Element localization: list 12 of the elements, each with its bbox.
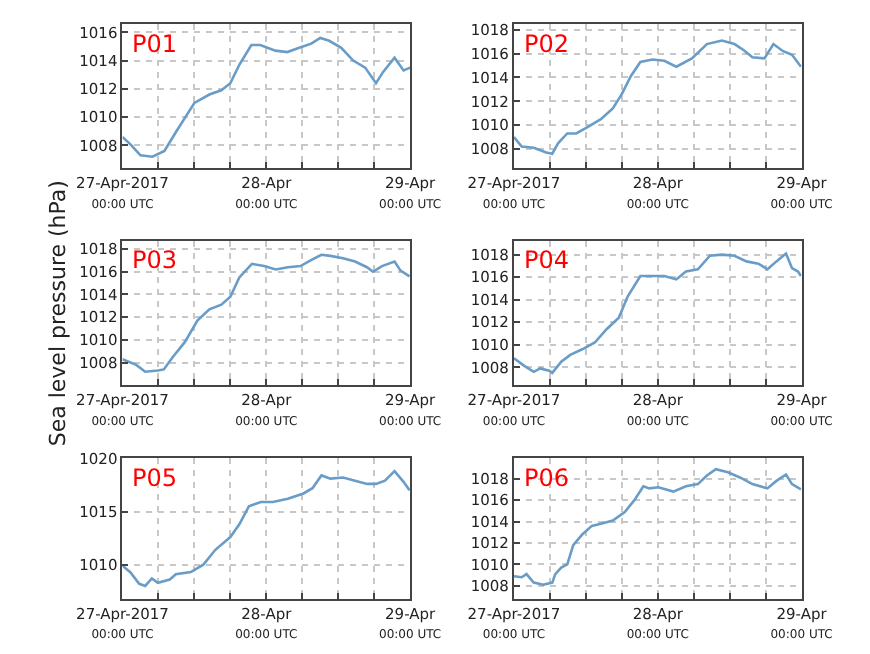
line-series (513, 252, 802, 375)
line-series (513, 467, 802, 587)
chart-title: P04 (524, 246, 570, 274)
y-axis-title: Sea level pressure (hPa) (44, 180, 71, 447)
chart-title: P01 (132, 30, 178, 58)
chart-title: P02 (524, 30, 570, 58)
chart-title: P05 (132, 464, 178, 492)
chart-title: P06 (524, 464, 570, 492)
line-series (122, 36, 411, 158)
line-series (122, 253, 411, 373)
line-series (122, 469, 411, 588)
chart-title: P03 (132, 246, 178, 274)
